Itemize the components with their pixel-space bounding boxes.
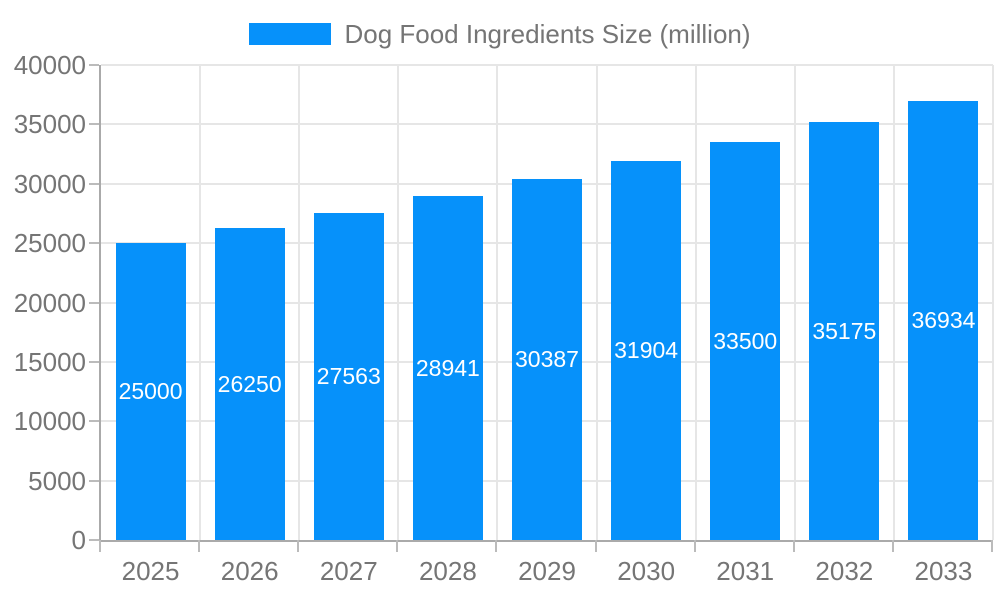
- y-axis-tick: [89, 420, 99, 423]
- bar[interactable]: 27563: [313, 212, 384, 540]
- gridline-horizontal: [101, 123, 993, 126]
- bar[interactable]: 30387: [512, 179, 582, 540]
- bar-value-label: 35175: [812, 317, 877, 344]
- x-axis-label: 2027: [319, 556, 378, 586]
- legend[interactable]: Dog Food Ingredients Size (million): [0, 14, 1000, 54]
- y-axis-tick: [89, 360, 99, 363]
- y-axis-label: 15000: [13, 346, 86, 377]
- gridline-vertical: [199, 65, 202, 540]
- y-axis-label: 10000: [13, 406, 86, 437]
- y-axis-tick: [89, 182, 99, 185]
- x-axis-label: 2030: [617, 556, 676, 586]
- legend-label: Dog Food Ingredients Size (million): [344, 19, 751, 49]
- gridline-vertical: [694, 65, 697, 540]
- bar-value-label: 28941: [415, 354, 480, 381]
- bar[interactable]: 33500: [710, 142, 781, 540]
- y-axis-label: 30000: [13, 168, 86, 199]
- bar[interactable]: 25000: [115, 243, 186, 540]
- x-axis-tick: [693, 540, 696, 552]
- x-axis-tick: [891, 540, 894, 552]
- bar-value-label: 30387: [515, 346, 579, 373]
- gridline-vertical: [595, 65, 598, 540]
- bar-value-label: 36934: [911, 307, 976, 334]
- gridline-vertical: [793, 65, 796, 540]
- x-axis-tick: [991, 540, 993, 552]
- y-axis-tick: [89, 539, 99, 541]
- plot-area: 25000 26250 27563 28941 30387 31904 33500 35175…: [99, 64, 994, 542]
- bar[interactable]: 31904: [611, 161, 682, 540]
- bar-value-label: 33500: [713, 327, 778, 354]
- x-axis-label: 2031: [716, 556, 775, 586]
- y-axis-label: 5000: [28, 465, 86, 496]
- gridline-vertical: [298, 65, 301, 540]
- x-axis-tick: [594, 540, 597, 552]
- bar-value-label: 25000: [118, 378, 183, 405]
- x-axis-tick: [297, 540, 300, 552]
- bar-value-label: 31904: [614, 337, 679, 364]
- x-axis-tick: [495, 540, 498, 552]
- x-axis-tick: [198, 540, 201, 552]
- y-axis-tick: [89, 242, 99, 245]
- x-axis-label: 2029: [518, 556, 576, 586]
- y-axis-tick: [89, 64, 99, 66]
- gridline-vertical: [992, 65, 994, 540]
- x-axis-label: 2033: [914, 556, 973, 586]
- y-axis-tick: [89, 123, 99, 126]
- y-axis-tick: [89, 301, 99, 304]
- bar[interactable]: 36934: [908, 101, 979, 540]
- x-axis-tick: [792, 540, 795, 552]
- y-axis-label: 35000: [13, 109, 86, 140]
- x-axis-label: 2026: [220, 556, 279, 586]
- y-axis-label: 20000: [13, 287, 86, 318]
- y-axis-tick: [89, 479, 99, 482]
- bar-value-label: 27563: [316, 362, 381, 389]
- gridline-vertical: [397, 65, 400, 540]
- x-axis-tick: [396, 540, 399, 552]
- x-axis-label: 2025: [121, 556, 180, 586]
- y-axis-label: 25000: [13, 228, 86, 259]
- legend-swatch-icon: [249, 23, 332, 45]
- gridline-vertical: [496, 65, 499, 540]
- gridline-horizontal: [101, 64, 993, 66]
- y-axis-label: 40000: [13, 50, 86, 80]
- bar[interactable]: 26250: [214, 228, 285, 540]
- x-axis-label: 2028: [418, 556, 477, 586]
- y-axis-label: 0: [71, 525, 86, 555]
- bar-value-label: 26250: [217, 370, 282, 397]
- bar[interactable]: 35175: [809, 122, 880, 540]
- x-axis-label: 2032: [815, 556, 874, 586]
- bar[interactable]: 28941: [412, 196, 483, 540]
- x-axis-tick: [99, 540, 101, 552]
- gridline-vertical: [892, 65, 895, 540]
